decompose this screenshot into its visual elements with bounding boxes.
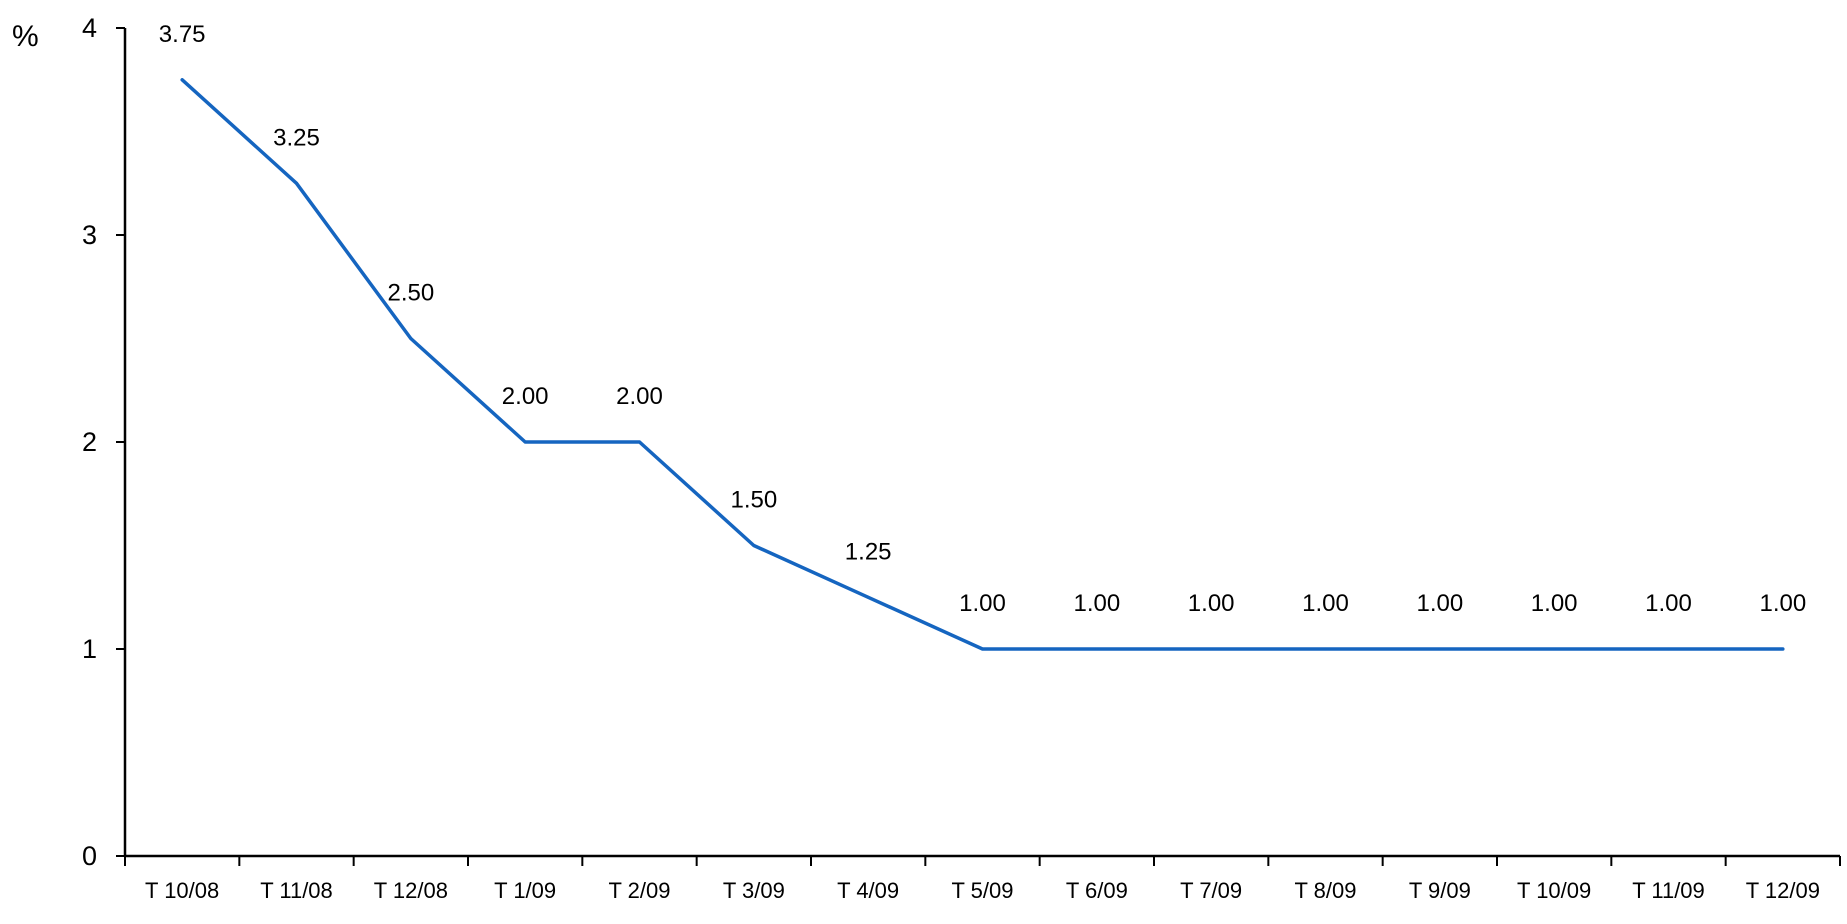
x-tick-label: T 12/09 — [1746, 878, 1820, 903]
data-point — [1324, 647, 1327, 651]
data-label: 1.00 — [1416, 590, 1463, 617]
x-tick-label: T 12/08 — [374, 878, 448, 903]
x-tick-label: T 5/09 — [952, 878, 1014, 903]
data-point — [981, 647, 984, 651]
data-point — [1438, 647, 1442, 651]
data-label: 1.00 — [1645, 590, 1692, 617]
x-tick-label: T 7/09 — [1180, 878, 1242, 903]
data-point — [1095, 647, 1099, 651]
y-tick-label: 3 — [82, 220, 97, 250]
x-tick-label: T 11/09 — [1632, 878, 1705, 903]
data-label: 2.50 — [387, 280, 434, 307]
x-ticks: T 10/08 T 11/08 T 12/08 T 1/09 T 2/09 T 3/09 T… — [124, 856, 1841, 903]
y-tick-label: 0 — [82, 841, 97, 871]
x-tick-label: T 6/09 — [1066, 878, 1128, 903]
data-point — [1781, 647, 1785, 651]
data-point — [409, 337, 413, 340]
y-tick-label: 1 — [82, 634, 97, 664]
x-tick-label: T 9/09 — [1409, 878, 1471, 903]
data-label: 3.25 — [273, 124, 320, 151]
y-ticks: 0 1 2 3 4 — [82, 13, 125, 871]
data-point — [180, 78, 184, 82]
data-label: 2.00 — [616, 383, 663, 410]
x-tick-label: T 11/08 — [260, 878, 333, 903]
data-label: 1.00 — [1073, 590, 1120, 617]
y-axis-title: % — [12, 20, 39, 53]
axes — [123, 28, 1840, 858]
data-label: 1.50 — [730, 487, 777, 514]
x-tick-label: T 10/08 — [145, 878, 219, 903]
x-tick-label: T 4/09 — [837, 878, 899, 903]
data-point — [523, 440, 527, 444]
data-label: 1.25 — [845, 538, 892, 565]
x-tick-label: T 3/09 — [723, 878, 785, 903]
series — [180, 78, 1785, 651]
data-point — [866, 595, 870, 599]
data-label: 3.75 — [159, 21, 206, 48]
data-label: 1.00 — [1759, 590, 1806, 617]
x-tick-label: T 2/09 — [609, 878, 671, 903]
data-label: 1.00 — [1302, 590, 1349, 617]
data-label: 1.00 — [1531, 590, 1578, 617]
data-label: 2.00 — [502, 383, 549, 410]
x-tick-label: T 10/09 — [1517, 878, 1591, 903]
x-tick-label: T 1/09 — [494, 878, 556, 903]
y-tick-label: 4 — [82, 13, 97, 43]
y-tick-label: 2 — [82, 427, 97, 457]
data-labels: 3.75 3.25 2.50 2.00 2.00 1.50 1.25 1.00 1.00 1.00… — [159, 21, 1806, 617]
data-point — [1209, 647, 1213, 651]
data-point — [1552, 647, 1556, 651]
data-point — [1667, 647, 1670, 651]
data-label: 1.00 — [959, 590, 1006, 617]
series-line — [180, 78, 1785, 651]
data-point — [295, 181, 298, 185]
data-label: 1.00 — [1188, 590, 1235, 617]
data-point — [752, 544, 756, 547]
data-point — [638, 440, 641, 444]
x-tick-label: T 8/09 — [1295, 878, 1357, 903]
